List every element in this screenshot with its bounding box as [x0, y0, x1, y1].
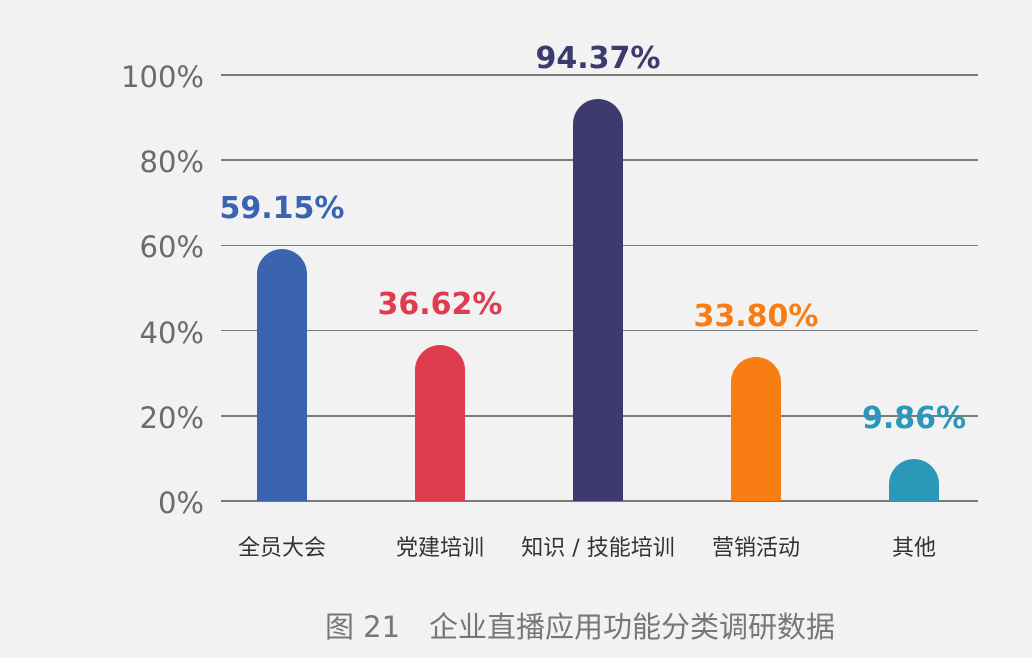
- y-tick-label: 20%: [139, 400, 204, 435]
- gridline: [221, 500, 978, 502]
- value-label: 94.37%: [535, 40, 661, 76]
- x-tick-label: 其他: [891, 536, 936, 561]
- x-tick-label: 营销活动: [711, 536, 800, 561]
- bar: [257, 249, 307, 501]
- value-label: 33.80%: [693, 299, 819, 334]
- value-label: 36.62%: [377, 286, 503, 322]
- y-tick-label: 80%: [139, 145, 204, 180]
- x-tick-label: 全员大会: [237, 536, 326, 561]
- y-tick-label: 0%: [157, 486, 204, 520]
- y-tick-label: 40%: [139, 315, 204, 350]
- y-tick-label: 60%: [139, 230, 204, 265]
- x-tick-label: 党建培训: [395, 536, 484, 561]
- value-label: 9.86%: [861, 400, 967, 436]
- value-label: 59.15%: [219, 191, 345, 227]
- x-tick-label: 知识 / 技能培训: [521, 536, 675, 561]
- bar: [731, 357, 781, 501]
- bar: [889, 458, 939, 501]
- chart-caption: 图 21 企业直播应用功能分类调研数据: [324, 610, 836, 644]
- bar: [415, 344, 465, 501]
- y-tick-label: 100%: [121, 60, 204, 94]
- bar: [573, 98, 623, 501]
- gridline: [221, 74, 978, 76]
